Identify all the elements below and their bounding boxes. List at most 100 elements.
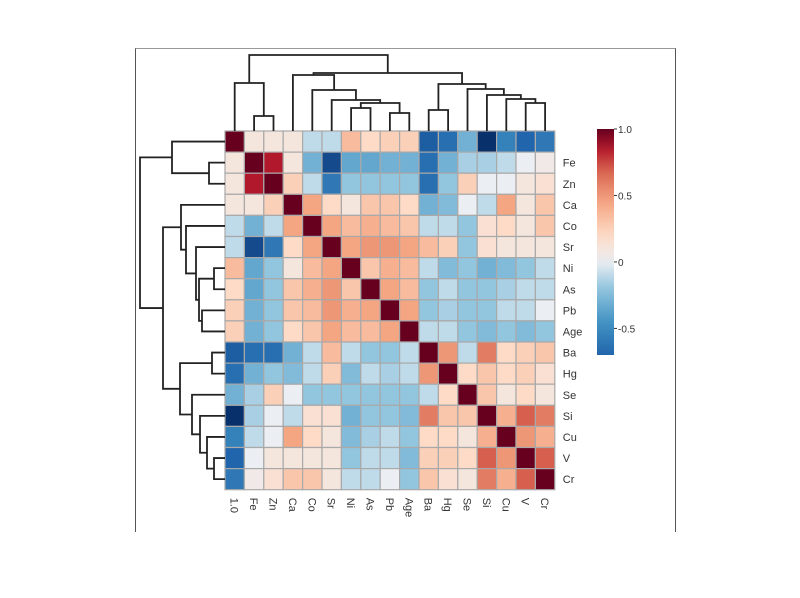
heatmap-cell-Zn-Age xyxy=(399,172,420,195)
heatmap-cell-Ni-Se xyxy=(457,257,478,280)
heatmap-cell-As-As xyxy=(360,278,381,301)
heatmap-cell-Cu-Pb xyxy=(379,425,401,449)
heatmap-cell-1.0-Cu xyxy=(496,130,517,153)
heatmap-cell-Si-V xyxy=(515,404,536,427)
heatmap-cell-Cr-V xyxy=(515,468,536,491)
dendro-col-co xyxy=(311,89,357,131)
heatmap-cell-Ba-Se xyxy=(457,341,478,364)
heatmap-cell-1.0-Si xyxy=(476,130,498,153)
heatmap-cell-Si-Si xyxy=(476,404,498,427)
row-label-Fe: Fe xyxy=(563,158,576,170)
heatmap-cell-Sr-Ca xyxy=(282,235,304,259)
heatmap-cell-Zn-Zn xyxy=(263,172,284,195)
heatmap-cell-V-Pb xyxy=(379,446,401,470)
heatmap-cell-1.0-Co xyxy=(302,130,323,153)
heatmap-cell-Cu-As xyxy=(360,425,381,449)
heatmap-cell-Ba-Zn xyxy=(263,341,284,364)
heatmap-cell-Cu-Cr xyxy=(534,425,556,449)
heatmap-cell-Si-Hg xyxy=(437,404,459,427)
heatmap-cell-Ni-Fe xyxy=(243,257,265,280)
heatmap-cell-Si-Ba xyxy=(418,404,439,427)
heatmap-cell-As-1.0 xyxy=(224,278,245,301)
heatmap-cell-V-Ni xyxy=(340,446,362,470)
heatmap-cell-Cu-Si xyxy=(476,425,498,449)
heatmap-cell-Cr-Se xyxy=(457,468,478,491)
heatmap-cells xyxy=(224,130,556,491)
heatmap-cell-Ni-Cu xyxy=(496,257,517,280)
heatmap-cell-Ca-Si xyxy=(476,193,498,217)
heatmap-cell-As-Age xyxy=(399,278,420,301)
heatmap-cell-Pb-Se xyxy=(457,299,478,322)
heatmap-cell-Ba-Cu xyxy=(496,341,517,364)
col-label-Age: Age xyxy=(402,498,414,518)
heatmap-cell-Sr-Pb xyxy=(379,235,401,259)
row-label-Ba: Ba xyxy=(563,348,577,360)
heatmap-cell-Fe-Hg xyxy=(437,151,459,174)
heatmap-cell-Ca-Co xyxy=(302,193,323,217)
heatmap-cell-Co-Ni xyxy=(340,214,362,238)
heatmap-cell-Fe-Ba xyxy=(418,151,439,174)
heatmap-cell-Si-Ca xyxy=(282,404,304,427)
heatmap-cell-Se-Zn xyxy=(263,383,284,406)
heatmap-cell-Pb-Ba xyxy=(418,299,439,322)
heatmap-cell-Cr-Hg xyxy=(437,468,459,491)
heatmap-cell-Fe-V xyxy=(515,151,536,174)
heatmap-cell-V-Hg xyxy=(437,446,459,470)
heatmap-cell-Co-Si xyxy=(476,214,498,238)
dendro-col-0-fezn xyxy=(233,82,265,131)
heatmap-cell-Ca-Cr xyxy=(534,193,556,217)
heatmap-cell-Ba-Hg xyxy=(437,341,459,364)
col-label-Hg: Hg xyxy=(441,498,453,512)
heatmap-cell-As-Cu xyxy=(496,278,517,301)
heatmap-cell-Ni-Hg xyxy=(437,257,459,280)
heatmap-cell-Pb-Sr xyxy=(321,299,342,322)
col-label-Pb: Pb xyxy=(383,498,395,511)
heatmap-cell-Pb-As xyxy=(360,299,381,322)
col-label-Ca: Ca xyxy=(286,498,298,513)
heatmap-cell-Sr-1.0 xyxy=(224,235,245,259)
heatmap-cell-Se-Cr xyxy=(534,383,556,406)
heatmap-cell-Hg-Hg xyxy=(437,362,459,385)
colorbar-tick-label-0: 1.0 xyxy=(618,125,632,136)
heatmap-cell-Hg-1.0 xyxy=(224,362,245,385)
heatmap-cell-Ca-Sr xyxy=(321,193,342,217)
heatmap-cell-Co-Hg xyxy=(437,214,459,238)
dendro-col-bahg xyxy=(437,83,487,110)
heatmap-cell-As-Ni xyxy=(340,278,362,301)
heatmap-cell-Ni-Si xyxy=(476,257,498,280)
heatmap-cell-Ni-Ca xyxy=(282,257,304,280)
heatmap-cell-Cu-Se xyxy=(457,425,478,449)
heatmap-cell-Hg-V xyxy=(515,362,536,385)
column-dendrogram xyxy=(233,54,546,131)
dendro-col-ni-as xyxy=(350,107,372,131)
heatmap-cell-Ni-Pb xyxy=(379,257,401,280)
heatmap-cell-Ca-Ba xyxy=(418,193,439,217)
heatmap-cell-Pb-Fe xyxy=(243,299,265,322)
heatmap-cell-Cr-Pb xyxy=(379,468,401,491)
heatmap-cell-Si-Fe xyxy=(243,404,265,427)
heatmap-cell-Age-Ca xyxy=(282,320,304,343)
col-label-Cr: Cr xyxy=(538,498,550,510)
colorbar-tick-label-3: -0.5 xyxy=(618,324,636,335)
heatmap-cell-As-Si xyxy=(476,278,498,301)
heatmap-cell-Age-Hg xyxy=(437,320,459,343)
col-label-Se: Se xyxy=(461,498,473,511)
heatmap-cell-As-Pb xyxy=(379,278,401,301)
heatmap-cell-Age-Si xyxy=(476,320,498,343)
heatmap-cell-Cu-Zn xyxy=(263,425,284,449)
heatmap-cell-Sr-Age xyxy=(399,235,420,259)
heatmap-cell-Se-Hg xyxy=(437,383,459,406)
heatmap-cell-Cr-Ni xyxy=(340,468,362,491)
heatmap-cell-Si-Zn xyxy=(263,404,284,427)
heatmap-cell-Cu-Hg xyxy=(437,425,459,449)
heatmap-cell-Zn-Sr xyxy=(321,172,342,195)
heatmap-cell-Zn-Ni xyxy=(340,172,362,195)
dendro-row-ni-as xyxy=(213,267,225,291)
heatmap-cell-Si-As xyxy=(360,404,381,427)
heatmap-cell-Zn-Cu xyxy=(496,172,517,195)
heatmap-cell-Hg-Ba xyxy=(418,362,439,385)
heatmap-cell-Co-Se xyxy=(457,214,478,238)
heatmap-cell-Sr-V xyxy=(515,235,536,259)
row-label-Co: Co xyxy=(563,221,577,233)
heatmap-cell-Zn-1.0 xyxy=(224,172,245,195)
